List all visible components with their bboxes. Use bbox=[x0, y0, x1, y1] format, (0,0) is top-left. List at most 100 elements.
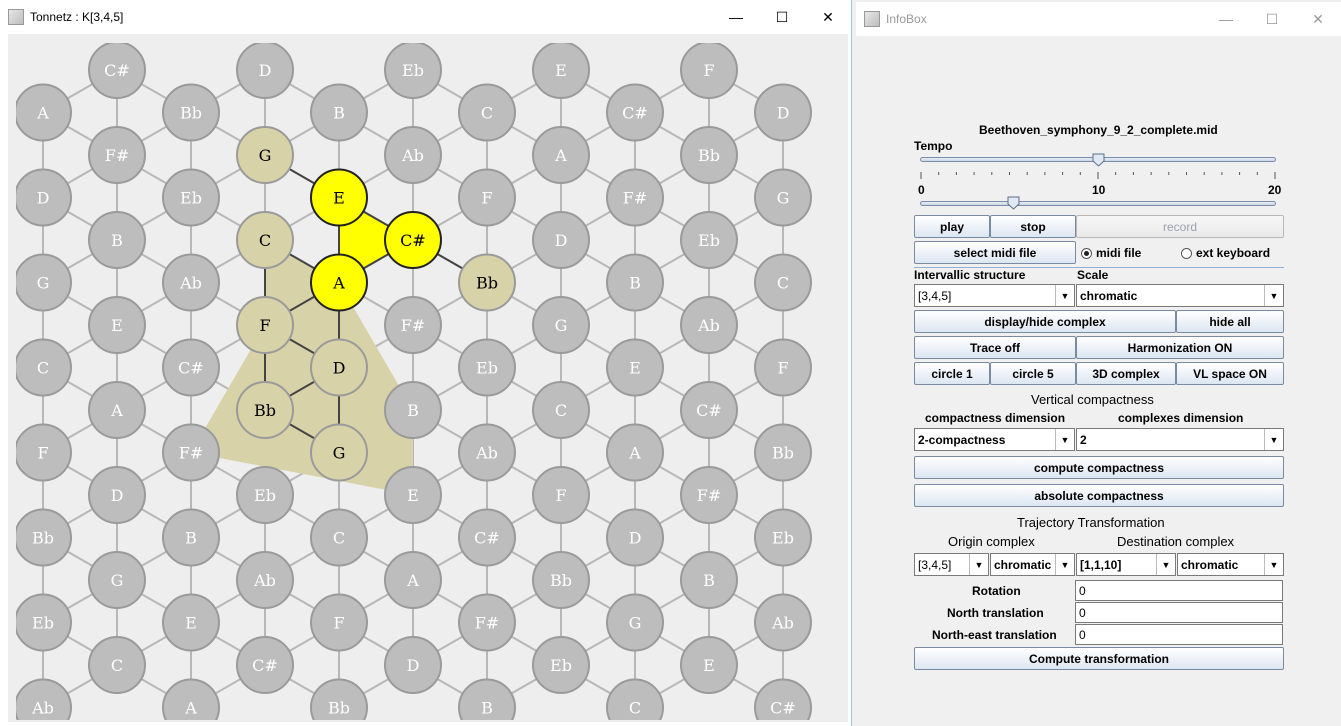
note-node-eb[interactable]: Eb bbox=[236, 466, 294, 524]
note-node-fsharp[interactable]: F# bbox=[458, 593, 516, 652]
ext-keyboard-radio[interactable]: ext keyboard bbox=[1181, 246, 1270, 260]
note-node-b[interactable]: B bbox=[384, 381, 442, 439]
note-node-eb[interactable]: Eb bbox=[162, 168, 220, 227]
note-node-eb[interactable]: Eb bbox=[458, 338, 516, 397]
note-node-eb[interactable]: Eb bbox=[16, 593, 72, 652]
note-node-f[interactable]: F bbox=[532, 466, 590, 524]
note-node-bb[interactable]: Bb bbox=[532, 551, 590, 609]
hide-all-button[interactable]: hide all bbox=[1176, 310, 1284, 333]
note-node-eb[interactable]: Eb bbox=[532, 636, 590, 694]
note-node-eb[interactable]: Eb bbox=[384, 43, 442, 99]
note-node-e[interactable]: E bbox=[680, 636, 738, 694]
note-node-ab[interactable]: Ab bbox=[384, 126, 442, 184]
note-node-eb[interactable]: Eb bbox=[754, 508, 812, 567]
destination-structure-select[interactable]: [1,1,10] ▼ bbox=[1076, 553, 1176, 576]
secondary-slider-thumb[interactable] bbox=[1007, 196, 1020, 210]
note-node-csharp[interactable]: C# bbox=[680, 381, 738, 439]
note-node-a[interactable]: A bbox=[162, 678, 220, 721]
note-node-ab[interactable]: Ab bbox=[754, 593, 812, 652]
minimize-button[interactable]: — bbox=[1219, 11, 1233, 27]
note-node-a[interactable]: A bbox=[606, 423, 664, 482]
note-node-d[interactable]: D bbox=[310, 338, 368, 397]
note-node-c[interactable]: C bbox=[88, 636, 146, 694]
destination-scale-select[interactable]: chromatic ▼ bbox=[1177, 553, 1284, 576]
circle-1-button[interactable]: circle 1 bbox=[914, 362, 990, 385]
note-node-b[interactable]: B bbox=[680, 551, 738, 609]
note-node-csharp[interactable]: C# bbox=[162, 338, 220, 397]
close-button[interactable]: ✕ bbox=[1312, 10, 1324, 27]
intervallic-structure-select[interactable]: [3,4,5] ▼ bbox=[914, 284, 1075, 307]
vl-space-toggle-button[interactable]: VL space ON bbox=[1176, 362, 1284, 385]
note-node-fsharp[interactable]: F# bbox=[162, 423, 220, 482]
note-node-bb[interactable]: Bb bbox=[16, 508, 72, 567]
note-node-fsharp[interactable]: F# bbox=[88, 126, 146, 184]
note-node-g[interactable]: G bbox=[310, 423, 368, 482]
compute-compactness-button[interactable]: compute compactness bbox=[914, 456, 1284, 479]
note-node-a[interactable]: A bbox=[532, 126, 590, 184]
note-node-b[interactable]: B bbox=[606, 253, 664, 312]
note-node-bb[interactable]: Bb bbox=[754, 423, 812, 482]
maximize-button[interactable]: ☐ bbox=[775, 8, 789, 25]
note-node-a[interactable]: A bbox=[16, 83, 72, 142]
note-node-ab[interactable]: Ab bbox=[680, 296, 738, 354]
stop-button[interactable]: stop bbox=[990, 215, 1076, 238]
note-node-g[interactable]: G bbox=[532, 296, 590, 354]
complexes-dimension-select[interactable]: 2 ▼ bbox=[1076, 428, 1284, 451]
note-node-c[interactable]: C bbox=[754, 253, 812, 312]
note-node-f[interactable]: F bbox=[236, 296, 294, 354]
note-node-a[interactable]: A bbox=[88, 381, 146, 439]
note-node-csharp[interactable]: C# bbox=[384, 211, 442, 269]
note-node-f[interactable]: F bbox=[310, 593, 368, 652]
tonnetz-titlebar[interactable]: Tonnetz : K[3,4,5] — ☐ ✕ bbox=[0, 0, 851, 34]
note-node-g[interactable]: G bbox=[754, 168, 812, 227]
note-node-c[interactable]: C bbox=[606, 678, 664, 721]
note-node-c[interactable]: C bbox=[458, 83, 516, 142]
absolute-compactness-button[interactable]: absolute compactness bbox=[914, 484, 1284, 507]
note-node-csharp[interactable]: C# bbox=[88, 43, 146, 99]
note-node-d[interactable]: D bbox=[384, 636, 442, 694]
note-node-a[interactable]: A bbox=[384, 551, 442, 609]
note-node-b[interactable]: B bbox=[88, 211, 146, 269]
note-node-f[interactable]: F bbox=[754, 338, 812, 397]
note-node-d[interactable]: D bbox=[606, 508, 664, 567]
origin-structure-select[interactable]: [3,4,5] ▼ bbox=[914, 553, 989, 576]
note-node-csharp[interactable]: C# bbox=[754, 678, 812, 721]
close-button[interactable]: ✕ bbox=[822, 8, 834, 25]
note-node-f[interactable]: F bbox=[16, 423, 72, 482]
record-button[interactable]: record bbox=[1076, 215, 1284, 238]
note-node-g[interactable]: G bbox=[16, 253, 72, 312]
note-node-fsharp[interactable]: F# bbox=[606, 168, 664, 227]
midi-file-radio[interactable]: midi file bbox=[1081, 246, 1141, 260]
note-node-g[interactable]: G bbox=[88, 551, 146, 609]
origin-scale-select[interactable]: chromatic ▼ bbox=[990, 553, 1075, 576]
infobox-titlebar[interactable]: InfoBox — ☐ ✕ bbox=[856, 2, 1341, 36]
note-node-bb[interactable]: Bb bbox=[680, 126, 738, 184]
note-node-csharp[interactable]: C# bbox=[236, 636, 294, 694]
note-node-f[interactable]: F bbox=[680, 43, 738, 99]
note-node-b[interactable]: B bbox=[162, 508, 220, 567]
note-node-e[interactable]: E bbox=[162, 593, 220, 652]
note-node-b[interactable]: B bbox=[458, 678, 516, 721]
note-node-e[interactable]: E bbox=[310, 168, 368, 227]
note-node-e[interactable]: E bbox=[384, 466, 442, 524]
note-node-d[interactable]: D bbox=[16, 168, 72, 227]
circle-5-button[interactable]: circle 5 bbox=[990, 362, 1076, 385]
maximize-button[interactable]: ☐ bbox=[1265, 10, 1279, 27]
note-node-fsharp[interactable]: F# bbox=[384, 296, 442, 354]
note-node-bb[interactable]: Bb bbox=[162, 83, 220, 142]
note-node-d[interactable]: D bbox=[236, 43, 294, 99]
note-node-bb[interactable]: Bb bbox=[236, 381, 294, 439]
secondary-slider-track[interactable] bbox=[920, 201, 1276, 206]
note-node-f[interactable]: F bbox=[458, 168, 516, 227]
tempo-slider-thumb[interactable] bbox=[1092, 153, 1105, 167]
note-node-a[interactable]: A bbox=[310, 253, 368, 312]
tonnetz-grid[interactable]: C# D Eb E F A Bb B C C# D F# G Ab A Bb D Eb E F F# G B C C# D Eb G A… bbox=[16, 43, 846, 720]
northeast-translation-field[interactable]: 0 bbox=[1075, 624, 1283, 645]
note-node-g[interactable]: G bbox=[236, 126, 294, 184]
note-node-c[interactable]: C bbox=[16, 338, 72, 397]
note-node-ab[interactable]: Ab bbox=[162, 253, 220, 312]
north-translation-field[interactable]: 0 bbox=[1075, 602, 1283, 623]
note-node-g[interactable]: G bbox=[606, 593, 664, 652]
note-node-eb[interactable]: Eb bbox=[680, 211, 738, 269]
note-node-fsharp[interactable]: F# bbox=[680, 466, 738, 524]
